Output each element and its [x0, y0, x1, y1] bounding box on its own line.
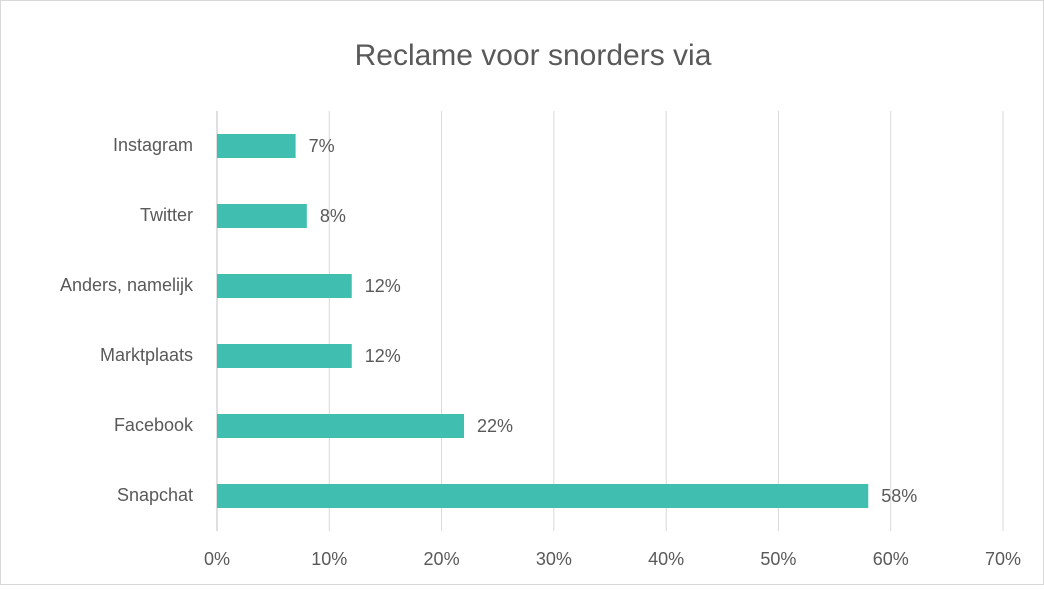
- bar: [217, 484, 869, 508]
- x-tick-label: 10%: [311, 549, 347, 569]
- x-tick-label: 0%: [204, 549, 230, 569]
- bar: [217, 414, 465, 438]
- data-label: 12%: [365, 276, 401, 296]
- data-label: 7%: [309, 136, 335, 156]
- y-tick-label: Anders, namelijk: [60, 275, 194, 295]
- x-tick-label: 20%: [424, 549, 460, 569]
- bar: [217, 344, 352, 368]
- bar: [217, 204, 307, 228]
- chart-title: Reclame voor snorders via: [355, 39, 712, 72]
- y-tick-label: Twitter: [140, 205, 193, 225]
- x-tick-label: 50%: [760, 549, 796, 569]
- y-tick-label: Snapchat: [117, 485, 193, 505]
- y-tick-label: Facebook: [114, 415, 194, 435]
- data-label: 8%: [320, 206, 346, 226]
- y-tick-label: Marktplaats: [100, 345, 193, 365]
- bar: [217, 274, 352, 298]
- data-label: 22%: [477, 416, 513, 436]
- y-tick-label: Instagram: [113, 135, 193, 155]
- x-tick-label: 40%: [648, 549, 684, 569]
- data-label: 12%: [365, 346, 401, 366]
- x-tick-label: 30%: [536, 549, 572, 569]
- x-tick-label: 60%: [873, 549, 909, 569]
- data-label: 58%: [881, 486, 917, 506]
- x-tick-label: 70%: [985, 549, 1021, 569]
- bar: [217, 134, 296, 158]
